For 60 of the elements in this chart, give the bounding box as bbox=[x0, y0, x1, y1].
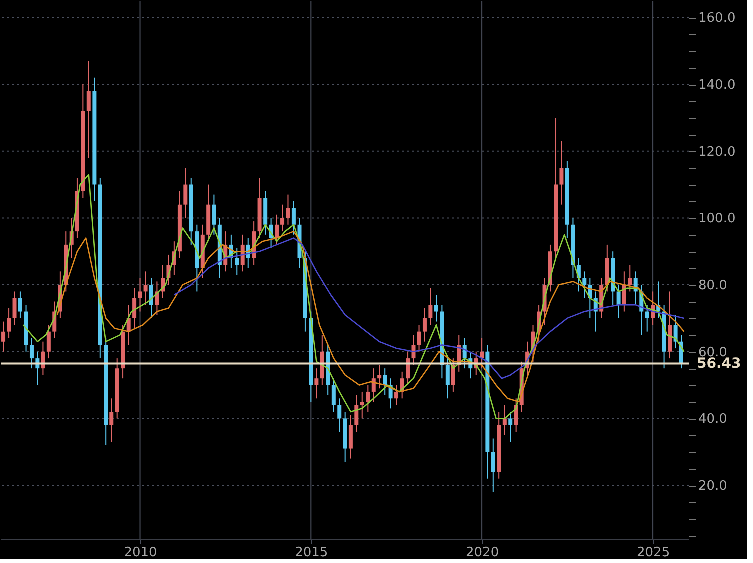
x-tick-label: 2015 bbox=[295, 546, 328, 560]
candlestick bbox=[514, 398, 518, 433]
candlestick bbox=[280, 204, 285, 232]
candlestick bbox=[332, 378, 336, 413]
candlestick bbox=[235, 248, 240, 276]
candlestick bbox=[286, 194, 290, 226]
candlestick bbox=[46, 324, 51, 360]
y-tick-label: 100.0 bbox=[698, 212, 736, 227]
y-tick-label: 80.0 bbox=[698, 278, 728, 294]
candlestick bbox=[2, 321, 6, 352]
candlestick bbox=[451, 358, 456, 392]
candlestick bbox=[18, 291, 22, 319]
candlestick bbox=[394, 384, 399, 406]
candlestick bbox=[184, 168, 188, 219]
candlestick bbox=[149, 278, 154, 319]
candlestick bbox=[212, 194, 216, 236]
candlestick bbox=[348, 414, 353, 460]
candlestick bbox=[502, 404, 507, 436]
candlestick bbox=[354, 394, 359, 433]
candlestick bbox=[616, 284, 621, 319]
candlestick bbox=[275, 214, 280, 246]
candlestick bbox=[378, 364, 382, 390]
y-tick-label: 20.0 bbox=[698, 479, 728, 494]
candlestick bbox=[645, 304, 650, 332]
candlestick bbox=[30, 338, 34, 370]
x-tick-label: 2020 bbox=[466, 546, 500, 560]
x-tick-label: 2025 bbox=[637, 546, 670, 560]
candlestick bbox=[628, 264, 632, 292]
y-tick-label: 120.0 bbox=[698, 144, 736, 160]
candlestick bbox=[338, 398, 342, 433]
candlestick bbox=[406, 351, 410, 386]
line-series bbox=[174, 238, 685, 380]
candlestick bbox=[132, 288, 137, 329]
candlestick bbox=[383, 368, 388, 396]
candlestick bbox=[110, 398, 114, 443]
y-tick-label: 160.0 bbox=[698, 11, 736, 26]
candlestick bbox=[582, 271, 587, 299]
candlestick bbox=[144, 271, 148, 306]
candlestick bbox=[360, 391, 364, 420]
candlestick bbox=[7, 308, 12, 340]
candlestick bbox=[372, 368, 376, 402]
x-tick-label: 2010 bbox=[124, 546, 158, 560]
candlestick bbox=[412, 334, 416, 366]
candlestick bbox=[428, 288, 433, 326]
candlestick bbox=[434, 294, 438, 322]
candlestick bbox=[314, 368, 319, 400]
y-tick-label: 140.0 bbox=[698, 78, 736, 94]
candlestick bbox=[12, 291, 17, 326]
candlestick bbox=[86, 60, 91, 159]
candlestick bbox=[366, 384, 370, 413]
candlestick bbox=[508, 412, 513, 443]
candlestick bbox=[292, 200, 296, 236]
candlestick bbox=[674, 314, 678, 350]
candlestick bbox=[417, 324, 422, 352]
y-tick-label: 40.0 bbox=[698, 412, 728, 428]
candlestick bbox=[491, 438, 496, 493]
candlestick bbox=[138, 278, 142, 312]
candlestick bbox=[422, 308, 427, 342]
candlestick bbox=[560, 140, 564, 206]
candlestick bbox=[446, 358, 450, 400]
